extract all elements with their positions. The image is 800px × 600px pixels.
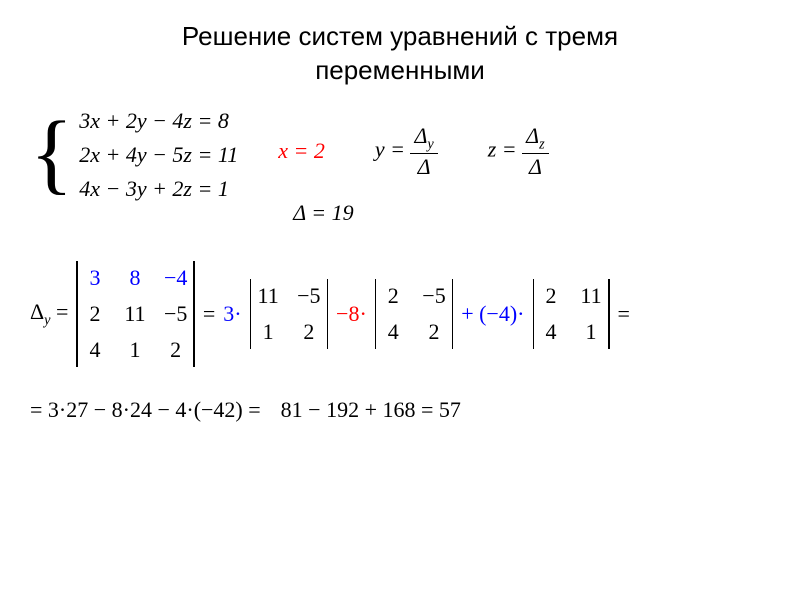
- system-brace: {: [30, 116, 73, 193]
- determinant-expansion: Δy = 3 8 −4 2 11 −5 4 1 2 = 3· 11 −5 1 2…: [30, 261, 770, 367]
- y-formula: y = Δy Δ: [375, 123, 438, 180]
- top-section: { 3x + 2y − 4z = 8 2x + 4y − 5z = 11 4x …: [30, 108, 770, 226]
- det-3-grid: 3 8 −4 2 11 −5 4 1 2: [78, 261, 193, 367]
- title-line-2: переменными: [315, 55, 485, 85]
- minus-8: −8·: [336, 301, 367, 327]
- d3-r3c2: 1: [124, 337, 146, 363]
- calculation-row: = 3·27 − 8·24 − 4·(−42) = 81 − 192 + 168…: [30, 397, 770, 423]
- end-eq: =: [618, 301, 630, 327]
- delta-y-sub: y: [44, 312, 50, 328]
- determinant-3x3: 3 8 −4 2 11 −5 4 1 2: [76, 261, 194, 367]
- d2a-12: −5: [297, 283, 320, 309]
- d3-r1c1: 3: [84, 265, 106, 291]
- z-numerator: Δz: [522, 123, 549, 154]
- coef1-val: 3: [223, 301, 234, 326]
- x-result: x = 2: [278, 138, 325, 164]
- z-sub: z: [539, 136, 545, 152]
- plus-neg4: + (−4)·: [461, 301, 524, 327]
- d2c-bar-r: [608, 279, 610, 349]
- y-denominator: Δ: [414, 154, 435, 180]
- z-label: z =: [488, 136, 522, 161]
- delta-value: Δ = 19: [293, 200, 548, 226]
- determinant-2x2-a: 11 −5 1 2: [250, 279, 328, 349]
- equation-2: 2x + 4y − 5z = 11: [79, 142, 238, 168]
- results-row: x = 2 y = Δy Δ z = Δz Δ: [278, 123, 548, 180]
- z-fraction: Δz Δ: [522, 123, 549, 180]
- delta-sym-z: Δ: [526, 123, 539, 148]
- coef-1: 3·: [223, 301, 241, 327]
- title-line-1: Решение систем уравнений с тремя: [182, 21, 618, 51]
- d2a-bar-r: [327, 279, 329, 349]
- eq-sign-1: =: [56, 299, 68, 324]
- y-sub: y: [427, 136, 433, 152]
- d2b-12: −5: [422, 283, 445, 309]
- d3-r2c1: 2: [84, 301, 106, 327]
- d2b-22: 2: [422, 319, 445, 345]
- d2c-grid: 2 11 4 1: [534, 279, 608, 349]
- d2b-bar-r: [452, 279, 454, 349]
- y-numerator: Δy: [410, 123, 437, 154]
- dot-3: ·: [517, 301, 524, 326]
- delta-sym-y: Δ: [414, 123, 427, 148]
- determinant-2x2-b: 2 −5 4 2: [375, 279, 453, 349]
- equation-3: 4x − 3y + 2z = 1: [79, 176, 238, 202]
- d3-r1c2: 8: [124, 265, 146, 291]
- d2c-11: 2: [540, 283, 562, 309]
- d2c-21: 4: [540, 319, 562, 345]
- dot-1: ·: [234, 301, 241, 326]
- d2c-22: 1: [580, 319, 602, 345]
- delta-y-lhs: Δy =: [30, 299, 68, 329]
- d2a-11: 11: [257, 283, 279, 309]
- results-column: x = 2 y = Δy Δ z = Δz Δ Δ = 19: [278, 123, 548, 226]
- plusneg4-val: + (−4): [461, 301, 517, 326]
- d3-r3c1: 4: [84, 337, 106, 363]
- d2b-grid: 2 −5 4 2: [376, 279, 451, 349]
- eq-sign-2: =: [203, 301, 215, 327]
- equation-1: 3x + 2y − 4z = 8: [79, 108, 238, 134]
- d2c-12: 11: [580, 283, 602, 309]
- z-formula: z = Δz Δ: [488, 123, 549, 180]
- calc-step-1: = 3·27 − 8·24 − 4·(−42) =: [30, 397, 261, 423]
- det-bar-right: [193, 261, 195, 367]
- minus8-val: −8: [336, 301, 359, 326]
- d2b-11: 2: [382, 283, 404, 309]
- y-fraction: Δy Δ: [410, 123, 437, 180]
- d3-r1c3: −4: [164, 265, 187, 291]
- delta-char: Δ: [30, 299, 44, 324]
- determinant-2x2-c: 2 11 4 1: [533, 279, 610, 349]
- d2a-22: 2: [297, 319, 320, 345]
- equation-system: { 3x + 2y − 4z = 8 2x + 4y − 5z = 11 4x …: [30, 108, 238, 202]
- equations-list: 3x + 2y − 4z = 8 2x + 4y − 5z = 11 4x − …: [79, 108, 238, 202]
- d2a-grid: 11 −5 1 2: [251, 279, 326, 349]
- page-title: Решение систем уравнений с тремя перемен…: [30, 20, 770, 88]
- d3-r3c3: 2: [164, 337, 187, 363]
- z-denominator: Δ: [525, 154, 546, 180]
- dot-2: ·: [359, 301, 366, 326]
- d2b-21: 4: [382, 319, 404, 345]
- d2a-21: 1: [257, 319, 279, 345]
- y-label: y =: [375, 136, 411, 161]
- calc-step-2: 81 − 192 + 168 = 57: [281, 397, 461, 423]
- d3-r2c3: −5: [164, 301, 187, 327]
- d3-r2c2: 11: [124, 301, 146, 327]
